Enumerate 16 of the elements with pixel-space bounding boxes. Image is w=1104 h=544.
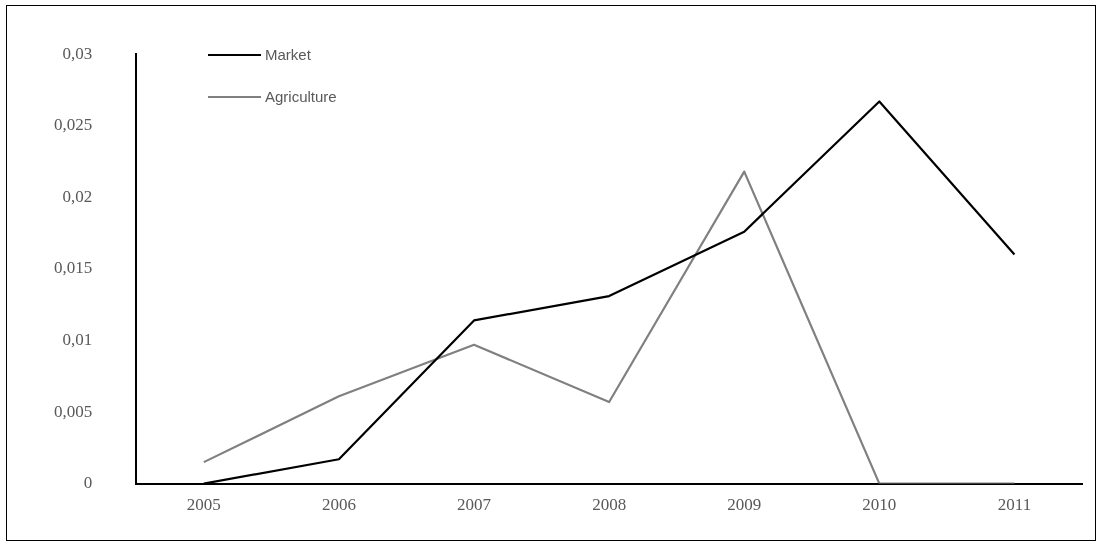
x-tick-label: 2009 [727,495,762,515]
y-tick-label: 0 [83,473,93,493]
x-tick-label: 2010 [862,495,897,515]
x-tick-label: 2007 [457,495,492,515]
legend-label: Agriculture [265,88,337,105]
x-tick-label: 2011 [997,495,1032,515]
y-tick-label: 0,025 [54,115,93,135]
x-tick-label: 2008 [592,495,627,515]
y-tick-label: 0,015 [54,258,93,278]
y-tick-label: 0,02 [62,186,93,206]
y-tick-label: 0,005 [54,401,93,421]
x-tick-label: 2006 [321,495,356,515]
y-tick-label: 0,03 [62,43,93,63]
legend-label: Market [265,46,311,63]
x-tick-label: 2005 [186,495,221,515]
y-tick-label: 0,01 [62,329,93,349]
